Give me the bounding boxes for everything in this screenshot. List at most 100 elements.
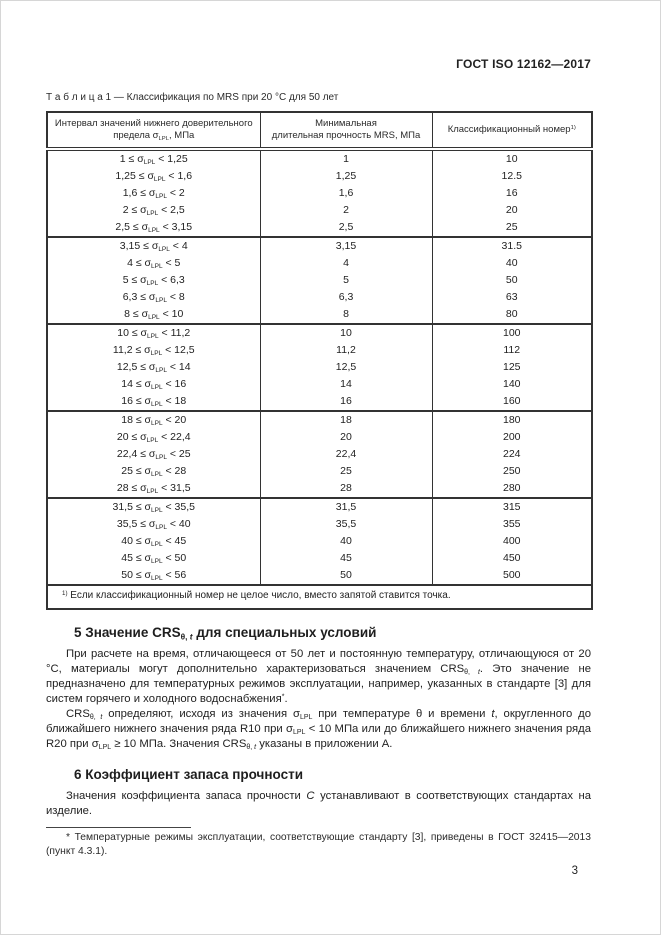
table-cell: 2 xyxy=(259,202,432,219)
table-cell: 28 xyxy=(259,480,432,498)
table-cell: 224 xyxy=(431,446,592,463)
table-cell: 11,2 ≤ σLPL < 12,5 xyxy=(112,344,195,357)
table-cell: 6,3 ≤ σLPL < 8 xyxy=(122,291,185,304)
table-row: 25 ≤ σLPL < 28 25 250 xyxy=(47,463,592,480)
table-cell: 1,25 ≤ σLPL < 1,6 xyxy=(115,170,193,183)
table-cell: 2,5 ≤ σLPL < 3,15 xyxy=(115,221,193,234)
page-number: 3 xyxy=(571,865,578,877)
table-cell: 200 xyxy=(431,429,592,446)
table-cell: 315 xyxy=(431,498,592,516)
table-cell: 25 xyxy=(259,463,432,480)
table-header-row: Интервал значений нижнего доверительного… xyxy=(47,112,592,149)
table-group: 3,15 ≤ σLPL < 4 3,15 31.5 4 ≤ σLPL < 5 4 40 5 … xyxy=(47,237,592,324)
table-cell: 40 ≤ σLPL < 45 xyxy=(121,535,187,548)
table-row: 1,25 ≤ σLPL < 1,6 1,25 12.5 xyxy=(47,168,592,185)
table-row: 11,2 ≤ σLPL < 12,5 11,2 112 xyxy=(47,342,592,359)
table-row: 40 ≤ σLPL < 45 40 400 xyxy=(47,533,592,550)
table-cell: 12.5 xyxy=(431,168,592,185)
table-cell: 4 ≤ σLPL < 5 xyxy=(127,257,181,270)
table-cell: 31,5 xyxy=(259,498,432,516)
table-cell: 18 ≤ σLPL < 20 xyxy=(121,414,187,427)
table-cell: 2,5 xyxy=(259,219,432,237)
section-6-paragraph: Значения коэффициента запаса прочности С… xyxy=(46,790,591,817)
table-cell: 16 xyxy=(259,393,432,411)
col-header-interval: Интервал значений нижнего доверительного… xyxy=(54,118,253,142)
section-6-heading: 6 Коэффициент запаса прочности xyxy=(74,767,303,782)
table-cell: 11,2 xyxy=(259,342,432,359)
table-cell: 5 xyxy=(259,272,432,289)
table-row: 31,5 ≤ σLPL < 35,5 31,5 315 xyxy=(47,498,592,516)
table-cell: 400 xyxy=(431,533,592,550)
table-group: 18 ≤ σLPL < 20 18 180 20 ≤ σLPL < 22,4 20 200… xyxy=(47,411,592,498)
table-cell: 180 xyxy=(431,411,592,429)
table-cell: 1,6 ≤ σLPL < 2 xyxy=(122,187,185,200)
table-row: 5 ≤ σLPL < 6,3 5 50 xyxy=(47,272,592,289)
table-cell: 18 xyxy=(259,411,432,429)
table-cell: 1 xyxy=(259,149,432,168)
table-cell: 40 xyxy=(259,533,432,550)
table-cell: 160 xyxy=(431,393,592,411)
table-cell: 10 ≤ σLPL < 11,2 xyxy=(117,327,191,340)
table-cell: 140 xyxy=(431,376,592,393)
table-cell: 50 ≤ σLPL < 56 xyxy=(121,569,187,582)
table-cell: 12,5 ≤ σLPL < 14 xyxy=(116,361,191,374)
table-cell: 50 xyxy=(431,272,592,289)
table-cell: 40 xyxy=(431,255,592,272)
table-row: 12,5 ≤ σLPL < 14 12,5 125 xyxy=(47,359,592,376)
table-cell: 16 xyxy=(431,185,592,202)
table-cell: 35,5 xyxy=(259,516,432,533)
table-row: 1 ≤ σLPL < 1,25 1 10 xyxy=(47,149,592,168)
table-cell: 20 ≤ σLPL < 22,4 xyxy=(116,431,191,444)
table-cell: 8 ≤ σLPL < 10 xyxy=(124,308,184,321)
table-row: 8 ≤ σLPL < 10 8 80 xyxy=(47,306,592,324)
table-cell: 35,5 ≤ σLPL < 40 xyxy=(116,518,191,531)
table-cell: 5 ≤ σLPL < 6,3 xyxy=(122,274,185,287)
table-row: 22,4 ≤ σLPL < 25 22,4 224 xyxy=(47,446,592,463)
col-header-mrs: Минимальная длительная прочность MRS, МПа xyxy=(259,112,432,149)
table-cell: 31,5 ≤ σLPL < 35,5 xyxy=(112,501,196,514)
table-row: 35,5 ≤ σLPL < 40 35,5 355 xyxy=(47,516,592,533)
table-row: 28 ≤ σLPL < 31,5 28 280 xyxy=(47,480,592,498)
table-cell: 500 xyxy=(431,567,592,585)
table-row: 45 ≤ σLPL < 50 45 450 xyxy=(47,550,592,567)
table-cell: 25 ≤ σLPL < 28 xyxy=(121,465,187,478)
table-row: 14 ≤ σLPL < 16 14 140 xyxy=(47,376,592,393)
table-row: 10 ≤ σLPL < 11,2 10 100 xyxy=(47,324,592,342)
table-row: 1,6 ≤ σLPL < 2 1,6 16 xyxy=(47,185,592,202)
table-cell: 1,25 xyxy=(259,168,432,185)
table-cell: 280 xyxy=(431,480,592,498)
section-5-paragraph-1: При расчете на время, отличающееся от 50… xyxy=(46,648,591,705)
section-5-paragraph-2: CRSθ, t определяют, исходя из значения σ… xyxy=(46,708,591,752)
table-cell: 25 xyxy=(431,219,592,237)
table-cell: 3,15 ≤ σLPL < 4 xyxy=(119,240,188,253)
table-footnote: 1) Если классификационный номер не целое… xyxy=(47,584,592,609)
table-row: 6,3 ≤ σLPL < 8 6,3 63 xyxy=(47,289,592,306)
col-header-class-number: Классификационный номер1) xyxy=(431,112,592,149)
table-cell: 28 ≤ σLPL < 31,5 xyxy=(116,482,191,495)
table-cell: 63 xyxy=(431,289,592,306)
table-cell: 45 xyxy=(259,550,432,567)
table-footnote-row: 1) Если классификационный номер не целое… xyxy=(47,584,592,609)
table-cell: 10 xyxy=(259,324,432,342)
table-group: 31,5 ≤ σLPL < 35,5 31,5 315 35,5 ≤ σLPL < 4… xyxy=(47,498,592,585)
table-row: 50 ≤ σLPL < 56 50 500 xyxy=(47,567,592,585)
doc-number: ГОСТ ISO 12162—2017 xyxy=(456,57,591,71)
table-row: 2 ≤ σLPL < 2,5 2 20 xyxy=(47,202,592,219)
table-row: 20 ≤ σLPL < 22,4 20 200 xyxy=(47,429,592,446)
table-cell: 20 xyxy=(259,429,432,446)
table-row: 18 ≤ σLPL < 20 18 180 xyxy=(47,411,592,429)
table-cell: 20 xyxy=(431,202,592,219)
classification-table: Интервал значений нижнего доверительного… xyxy=(46,111,593,610)
table-cell: 31.5 xyxy=(431,237,592,255)
section-5-heading: 5 Значение CRSθ, t для специальных услов… xyxy=(74,625,377,642)
table-row: 3,15 ≤ σLPL < 4 3,15 31.5 xyxy=(47,237,592,255)
table-row: 4 ≤ σLPL < 5 4 40 xyxy=(47,255,592,272)
table-cell: 14 xyxy=(259,376,432,393)
table-cell: 1 ≤ σLPL < 1,25 xyxy=(119,153,188,166)
table-cell: 50 xyxy=(259,567,432,585)
table-cell: 10 xyxy=(431,149,592,168)
footnote-divider xyxy=(46,827,191,828)
table-cell: 16 ≤ σLPL < 18 xyxy=(121,395,187,408)
table-cell: 125 xyxy=(431,359,592,376)
